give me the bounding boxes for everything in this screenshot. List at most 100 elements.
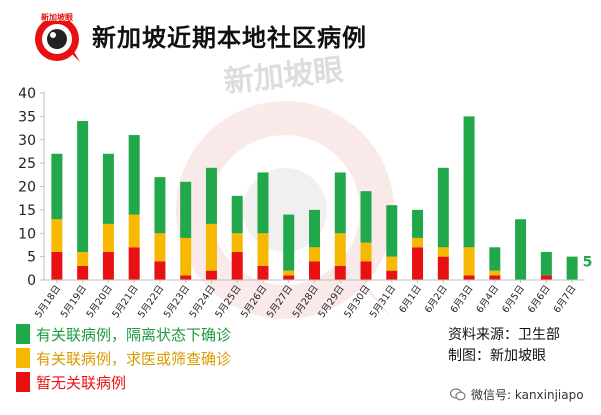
bar-segment-2 [540,251,552,276]
bar-segment-0 [437,256,449,280]
bar-segment-0 [334,265,346,280]
legend-label-isolated: 有关联病例，隔离状态下确诊 [36,325,232,344]
bar-segment-1 [489,270,501,276]
footer-text: 微信号: kanxinjiapo [471,388,584,402]
bar-segment-2 [489,247,501,271]
y-tick-label: 25 [18,156,36,172]
bar-segment-0 [77,265,89,280]
y-tick-label: 35 [18,109,36,125]
x-tick-label: 6月1日 [397,283,424,315]
bar-segment-1 [180,237,192,276]
x-tick-label: 6月2日 [423,283,450,315]
data-label: 5 [583,255,593,271]
bar-segment-1 [154,233,166,262]
legend-swatch-surveillance [16,348,30,368]
legend-swatch-isolated [16,324,30,344]
source-line: 资料来源：卫生部 [448,327,560,343]
bar-segment-2 [257,172,269,234]
y-tick-label: 5 [27,250,36,266]
y-tick-label: 20 [18,180,36,196]
bars [51,116,578,280]
bar-segment-2 [386,205,398,257]
bar-segment-0 [360,261,372,280]
bar-segment-2 [463,116,475,248]
bar-segment-2 [515,219,527,280]
bar-segment-0 [205,270,217,280]
bar-segment-0 [283,275,295,280]
bar-segment-2 [309,209,320,248]
bar-segment-1 [257,233,269,266]
footer: 微信号: kanxinjiapo [450,386,584,403]
bar-segment-2 [566,256,578,280]
bar-segment-0 [489,275,501,280]
bar-segment-1 [309,247,320,262]
bar-segment-0 [102,251,114,280]
legend-label-surveillance: 有关联病例，求医或筛查确诊 [36,349,232,368]
bar-segment-1 [463,247,475,276]
logo-icon: 新加坡眼 [30,10,84,64]
x-tick-label: 6月7日 [552,283,579,315]
bar-segment-2 [283,214,295,271]
x-tick-label: 6月5日 [500,283,527,315]
bar-segment-0 [51,251,63,280]
legend-label-unlinked: 暂无关联病例 [36,373,127,392]
bar-segment-1 [386,256,398,271]
legend-item-surveillance: 有关联病例，求医或筛查确诊 [16,346,231,370]
bar-segment-1 [412,237,424,248]
watermark-text: 新加坡眼 [222,53,345,100]
legend: 有关联病例，隔离状态下确诊 有关联病例，求医或筛查确诊 暂无关联病例 [16,322,231,394]
bar-segment-2 [102,153,114,224]
bar-segment-2 [437,167,449,248]
bar-segment-0 [180,275,192,280]
bar-segment-0 [540,275,552,280]
source-info: 资料来源：卫生部 制图：新加坡眼 [448,325,560,367]
bar-segment-1 [51,219,63,252]
svg-text:新加坡眼: 新加坡眼 [41,12,73,22]
bar-segment-2 [334,172,346,234]
bar-segment-2 [77,121,89,252]
y-axis: 0 5 10 15 20 25 30 35 40 [18,86,45,289]
bar-segment-0 [463,275,475,280]
wechat-icon [450,388,466,401]
legend-item-unlinked: 暂无关联病例 [16,370,231,394]
made-by-line: 制图：新加坡眼 [448,348,546,364]
bar-segment-2 [128,135,140,215]
bar-segment-0 [386,270,398,280]
bar-segment-1 [77,251,89,266]
x-tick-label: 6月6日 [526,283,553,315]
bar-segment-2 [412,209,424,238]
y-tick-label: 10 [18,226,36,242]
legend-swatch-unlinked [16,372,30,392]
bar-segment-1 [334,233,346,266]
bar-segment-1 [205,223,217,271]
bar-segment-0 [412,247,424,280]
bar-segment-2 [360,191,372,243]
legend-item-isolated: 有关联病例，隔离状态下确诊 [16,322,231,346]
bar-segment-1 [128,214,140,248]
bar-segment-2 [231,195,243,234]
bar-segment-0 [231,251,243,280]
y-tick-label: 0 [27,273,36,289]
bar-segment-1 [437,247,449,257]
bar-segment-0 [257,265,269,280]
bar-segment-1 [231,233,243,252]
bar-segment-1 [360,242,372,262]
x-tick-label: 6月3日 [449,283,476,315]
bar-segment-2 [51,153,63,220]
y-tick-label: 30 [18,133,36,149]
bar-segment-0 [128,247,140,280]
bar-segment-1 [283,270,295,276]
bar-segment-2 [205,167,217,224]
data-labels: 5 [583,255,593,271]
bar-segment-0 [154,261,166,280]
y-tick-label: 15 [18,203,36,219]
x-tick-label: 5月31日 [368,283,398,320]
x-tick-label: 6月4日 [474,283,501,315]
bar-segment-2 [180,181,192,238]
bar-segment-0 [309,261,320,280]
bar-segment-2 [154,177,166,234]
y-tick-label: 40 [18,86,36,102]
page-title: 新加坡近期本地社区病例 [92,24,367,52]
bar-segment-1 [102,223,114,252]
